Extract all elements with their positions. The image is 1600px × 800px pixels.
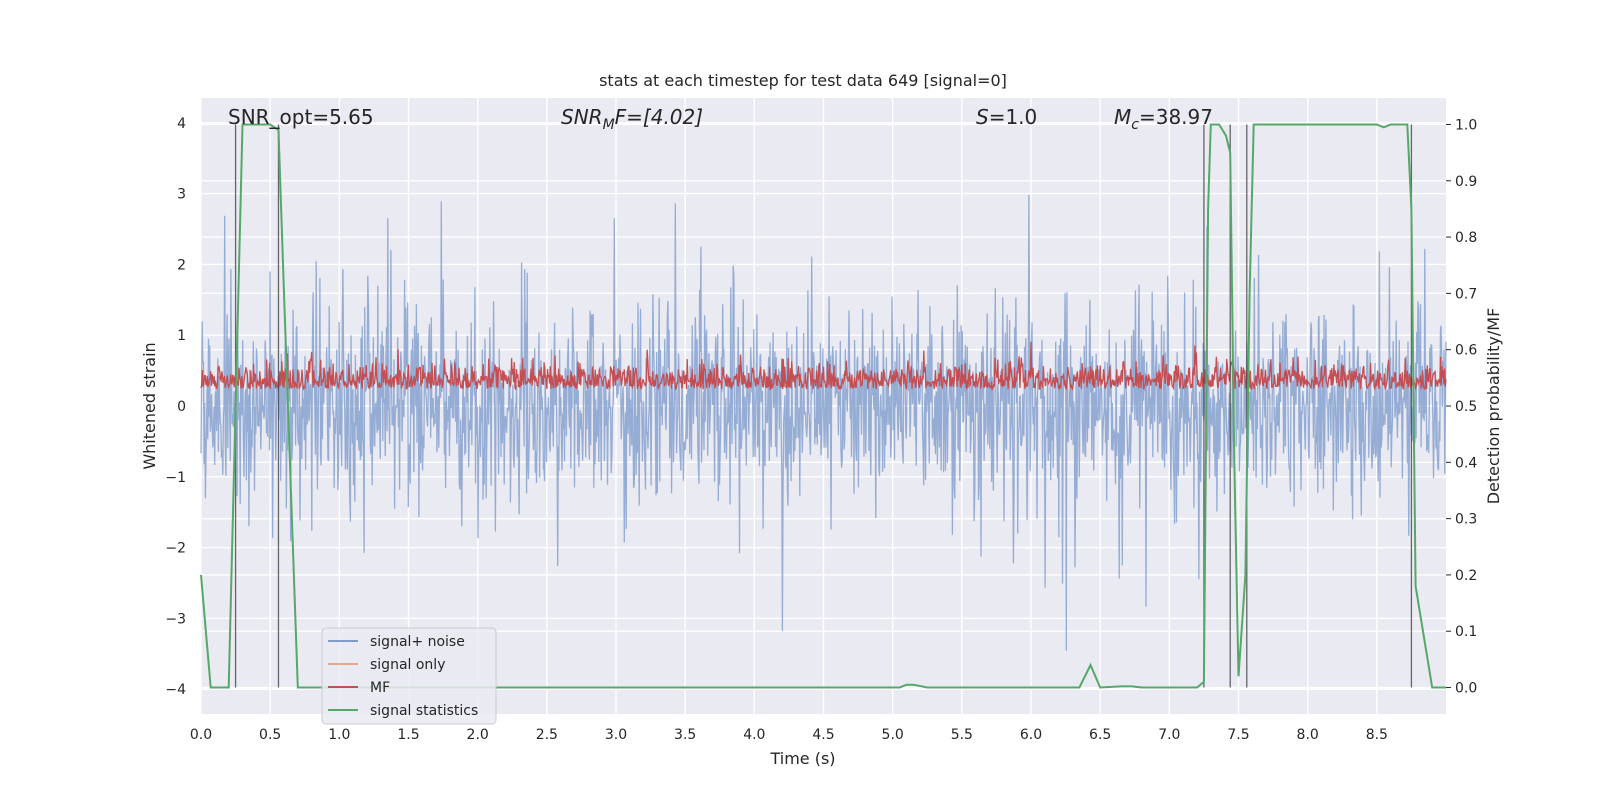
- x-axis-ticks: 0.0 0.5 1.0 1.5 2.0 2.5 3.0 3.5 4.0 4.5 5.0 5.5 6.0 6…: [190, 727, 1388, 743]
- x-tick-label: 8.0: [1297, 727, 1319, 743]
- x-tick-label: 4.0: [743, 727, 765, 743]
- annotation-s-rest: =1.0: [989, 105, 1038, 129]
- x-tick-label: 0.5: [259, 727, 281, 743]
- annotation-mc-rest: =38.97: [1139, 105, 1213, 129]
- right-y-tick-label: 1.0: [1455, 117, 1477, 133]
- left-y-tick-label: 2: [177, 257, 186, 273]
- left-y-tick-label: 3: [177, 187, 186, 203]
- right-y-tick-label: 0.0: [1455, 681, 1477, 697]
- legend: signal+ noise signal only MF signal stat…: [321, 627, 497, 725]
- signal-statistics-line: [200, 123, 1446, 689]
- annotation-snr-mf-var: SNR: [561, 105, 603, 129]
- right-y-tick-label: 0.3: [1455, 512, 1477, 528]
- x-tick-label: 0.0: [190, 727, 212, 743]
- x-tick-label: 2.5: [536, 727, 558, 743]
- right-y-axis-ticks: 1.0 0.9 0.8 0.7 0.6 0.5 0.4 0.3 0.2 0.1 0.0: [1446, 117, 1477, 697]
- left-y-tick-label: −1: [165, 470, 186, 486]
- right-y-tick-label: 0.9: [1455, 174, 1477, 190]
- legend-label-mf: MF: [370, 680, 390, 696]
- annotation-snr-mf-sub: M: [603, 117, 615, 133]
- mf-line: [200, 341, 1447, 392]
- x-tick-label: 3.0: [605, 727, 627, 743]
- left-y-tick-label: 1: [177, 328, 186, 344]
- right-y-tick-label: 0.6: [1455, 343, 1477, 359]
- left-y-axis-ticks: 4 3 2 1 0 −1 −2 −3 −4: [165, 116, 186, 698]
- left-y-tick-label: −3: [165, 611, 186, 627]
- left-y-tick-label: 0: [177, 399, 186, 415]
- right-y-tick-label: 0.4: [1455, 455, 1477, 471]
- annotation-snr-mf: SNRMF=[4.02]: [561, 105, 703, 133]
- x-tick-label: 7.0: [1158, 727, 1180, 743]
- right-y-tick-label: 0.2: [1455, 568, 1477, 584]
- x-tick-label: 4.5: [812, 727, 834, 743]
- legend-label-signal-noise: signal+ noise: [370, 634, 465, 650]
- annotation-s: S=1.0: [976, 105, 1037, 129]
- x-axis-label: Time (s): [769, 749, 835, 768]
- annotation-mc: Mc=38.97: [1114, 105, 1213, 133]
- chart-title: stats at each timestep for test data 649…: [599, 71, 1007, 90]
- left-y-axis-label: Whitened strain: [140, 342, 159, 469]
- annotation-snr-mf-rest: F=[4.02]: [615, 105, 703, 129]
- legend-label-signal-statistics: signal statistics: [370, 703, 478, 719]
- x-tick-label: 5.0: [882, 727, 904, 743]
- x-tick-label: 8.5: [1366, 727, 1388, 743]
- left-y-tick-label: −2: [165, 541, 186, 557]
- x-tick-label: 1.5: [397, 727, 419, 743]
- x-tick-label: 2.0: [467, 727, 489, 743]
- right-y-tick-label: 0.8: [1455, 230, 1477, 246]
- annotation-mc-var: M: [1114, 105, 1131, 129]
- right-y-axis-label: Detection probability/MF: [1484, 308, 1503, 505]
- x-tick-label: 7.5: [1227, 727, 1249, 743]
- x-tick-label: 6.0: [1020, 727, 1042, 743]
- x-tick-label: 3.5: [674, 727, 696, 743]
- x-tick-label: 1.0: [328, 727, 350, 743]
- annotation-snr-opt: SNR_opt=5.65: [228, 105, 374, 129]
- legend-box: [321, 627, 497, 725]
- right-y-tick-label: 0.7: [1455, 286, 1477, 302]
- series-signal-statistics: [200, 123, 1446, 689]
- x-tick-label: 5.5: [951, 727, 973, 743]
- right-y-tick-label: 0.5: [1455, 399, 1477, 415]
- right-y-tick-label: 0.1: [1455, 624, 1477, 640]
- left-y-tick-label: −4: [165, 682, 186, 698]
- annotation-s-var: S: [976, 105, 989, 129]
- legend-label-signal-only: signal only: [370, 657, 445, 673]
- x-tick-label: 6.5: [1089, 727, 1111, 743]
- series-mf: [200, 341, 1447, 392]
- annotation-mc-sub: c: [1131, 117, 1139, 133]
- left-y-tick-label: 4: [177, 116, 186, 132]
